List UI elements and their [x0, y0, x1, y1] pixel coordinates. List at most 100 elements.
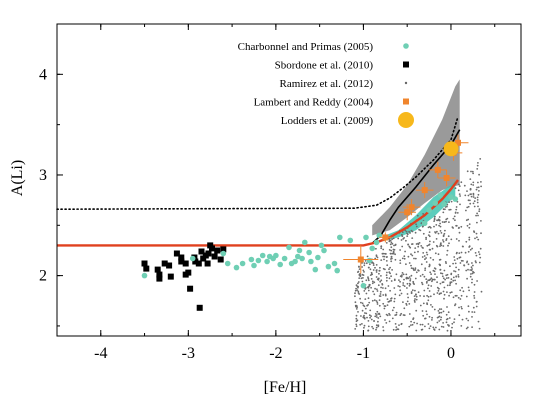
ramirez-point: [469, 275, 472, 278]
ramirez-point: [376, 303, 379, 305]
sbordone-et-al-2010-point: [161, 260, 168, 267]
ramirez-point: [467, 263, 470, 266]
ramirez-point: [427, 284, 430, 287]
ramirez-point: [446, 203, 449, 206]
ramirez-point: [386, 304, 389, 306]
ramirez-point: [473, 311, 476, 313]
ramirez-point: [408, 325, 411, 328]
ramirez-point: [389, 243, 392, 246]
ramirez-point: [453, 321, 455, 324]
model-band: [372, 79, 460, 236]
ramirez-point: [454, 294, 457, 297]
ramirez-point: [447, 244, 449, 247]
ramirez-point: [401, 233, 403, 236]
ramirez-point: [438, 328, 441, 331]
ramirez-point: [452, 296, 455, 299]
ramirez-point: [401, 245, 404, 248]
ramirez-point: [475, 188, 478, 191]
ramirez-point: [423, 255, 426, 257]
ramirez-point: [393, 306, 395, 309]
charbonnel-and-primas-2005-point: [373, 239, 380, 246]
ramirez-point: [434, 215, 436, 218]
ramirez-point: [431, 247, 434, 250]
ramirez-point: [385, 274, 388, 277]
ramirez-point: [464, 194, 467, 197]
ramirez-point: [455, 282, 457, 285]
ramirez-point: [455, 266, 457, 269]
ramirez-point: [410, 264, 412, 267]
ramirez-point: [461, 318, 464, 321]
ramirez-point: [446, 329, 449, 332]
ramirez-point: [444, 229, 446, 232]
ramirez-point: [373, 293, 376, 296]
ramirez-point: [414, 298, 416, 300]
ramirez-point: [472, 202, 475, 205]
y-tick-label: 4: [39, 66, 47, 83]
ramirez-point: [433, 218, 436, 221]
ramirez-point: [394, 293, 397, 296]
ramirez-point: [462, 260, 464, 262]
ramirez-point: [467, 205, 470, 208]
ramirez-point: [400, 312, 403, 315]
sbordone-et-al-2010-point: [173, 250, 180, 257]
charbonnel-and-primas-2005-point: [441, 201, 447, 207]
ramirez-point: [370, 315, 372, 317]
charbonnel-and-primas-2005-point: [306, 249, 312, 256]
ramirez-point: [373, 320, 375, 322]
ramirez-point: [460, 225, 463, 228]
ramirez-point: [476, 199, 479, 201]
ramirez-point: [440, 311, 443, 314]
ramirez-point: [449, 208, 452, 211]
ramirez-point: [428, 315, 431, 318]
sbordone-et-al-2010-point: [154, 266, 161, 273]
ramirez-point: [376, 288, 378, 291]
ramirez-point: [379, 290, 382, 293]
ramirez-point: [437, 218, 440, 221]
ramirez-point: [436, 276, 438, 278]
ramirez-point: [470, 266, 473, 269]
charbonnel-and-primas-2005-point: [369, 245, 376, 252]
ramirez-point: [416, 214, 419, 217]
ramirez-point: [360, 315, 362, 317]
ramirez-point: [459, 262, 462, 264]
ramirez-point: [378, 269, 381, 272]
ramirez-point: [467, 286, 470, 289]
ramirez-point: [468, 289, 470, 292]
ramirez-point: [454, 187, 457, 190]
ramirez-point: [362, 304, 365, 307]
charbonnel-and-primas-2005-point: [321, 247, 327, 254]
ramirez-point: [421, 246, 424, 249]
ramirez-point: [415, 298, 418, 301]
ramirez-point: [466, 190, 468, 193]
ramirez-point: [446, 205, 448, 208]
ramirez-point: [428, 279, 431, 282]
ramirez-point: [465, 327, 468, 330]
ramirez-point: [361, 280, 364, 283]
ramirez-point: [376, 290, 379, 292]
ramirez-point: [367, 297, 370, 300]
ramirez-point: [374, 312, 377, 315]
ramirez-point: [413, 251, 416, 254]
ramirez-point: [364, 288, 367, 290]
ramirez-point: [472, 184, 475, 186]
ramirez-point: [438, 312, 441, 314]
ramirez-point: [383, 307, 386, 310]
ramirez-point: [454, 279, 456, 282]
ramirez-point: [369, 263, 371, 266]
ramirez-point: [437, 253, 440, 256]
ramirez-point: [458, 314, 461, 317]
ramirez-point: [366, 316, 368, 319]
y-tick-label: 3: [39, 167, 47, 184]
sbordone-et-al-2010-point: [166, 262, 173, 269]
lambert-and-reddy-2004-point: [437, 169, 456, 187]
ramirez-point: [400, 323, 403, 326]
ramirez-point: [458, 252, 461, 255]
ramirez-point: [426, 253, 429, 256]
ramirez-point: [390, 260, 393, 263]
ramirez-point: [439, 225, 442, 228]
charbonnel-and-primas-2005-point: [360, 282, 367, 289]
ramirez-point: [367, 266, 370, 269]
ramirez-point: [407, 296, 409, 299]
ramirez-point: [401, 272, 404, 274]
ramirez-point: [439, 282, 442, 285]
